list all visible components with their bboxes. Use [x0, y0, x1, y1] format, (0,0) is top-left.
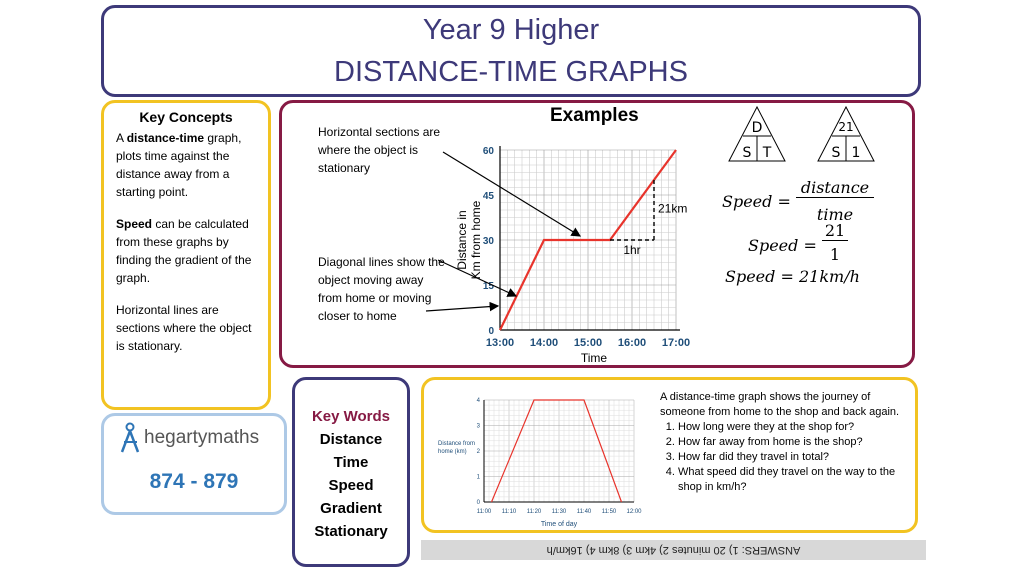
hegarty-logo-text: hegartymaths	[144, 427, 260, 448]
x-tick-label: 11:50	[602, 509, 617, 515]
key-concepts-panel: Key Concepts A distance-time graph, plot…	[101, 100, 271, 410]
answers-bar: ANSWERS: 1) 20 minutes 2) 4km 3) 8km 4) …	[421, 540, 926, 560]
p1-pre: A	[116, 131, 127, 145]
label-1hr: 1hr	[623, 243, 640, 257]
hegartymaths-panel: hegartymaths 874 - 879	[101, 413, 287, 515]
triangle-2-right: 1	[852, 145, 861, 161]
hegarty-logo-icon	[120, 422, 140, 453]
note-horizontal: Horizontal sections are where the object…	[318, 125, 441, 175]
x-tick-label: 16:00	[618, 337, 646, 349]
y-axis-title-line-2: home (km)	[438, 449, 467, 455]
title-line-1: Year 9 Higher	[422, 14, 600, 46]
y-axis-title-line-1: Distance in	[455, 210, 469, 269]
x-axis-title: Time of day	[541, 521, 578, 528]
y-tick-label: 1	[477, 475, 481, 481]
title-line-2: DISTANCE-TIME GRAPHS	[334, 56, 688, 88]
triangle-1-top: D	[752, 120, 763, 136]
title-banner: Year 9 Higher DISTANCE-TIME GRAPHS	[101, 5, 921, 97]
formula-2-num: 21	[822, 221, 848, 241]
triangle-1-left: S	[743, 145, 752, 161]
key-concepts-para-3: Horizontal lines are sections where the …	[116, 303, 252, 353]
x-tick-label: 11:30	[552, 509, 567, 515]
keyword-gradient: Gradient	[320, 500, 382, 517]
x-tick-label: 11:40	[577, 509, 592, 515]
y-axis-title: Distance in Km from home	[455, 200, 483, 279]
y-tick-label: 60	[483, 146, 495, 157]
key-words-panel: Key Words Distance Time Speed Gradient S…	[292, 377, 410, 567]
journey-chart: 11:00 11:10 11:20 11:30 11:40 11:50 12:00 0 1 2 3 4…	[438, 398, 642, 528]
y-tick-label: 15	[483, 281, 495, 292]
keyword-stationary: Stationary	[314, 523, 388, 540]
keyword-distance: Distance	[319, 431, 383, 448]
note-diagonal: Diagonal lines show the object moving aw…	[318, 255, 445, 323]
y-tick-label: 45	[483, 191, 495, 202]
distance-time-chart: 13:00 14:00 15:00 16:00 17:00 0 15 30 45 60 Time Di…	[455, 146, 690, 365]
data-line	[490, 399, 623, 503]
formula-1-num: distance	[796, 178, 874, 198]
y-tick-label: 0	[488, 326, 494, 337]
key-concepts-heading: Key Concepts	[139, 109, 233, 125]
y-tick-label: 4	[477, 398, 481, 404]
hegarty-code: 874 - 879	[149, 470, 239, 493]
triangle-2-top: 21	[838, 120, 853, 134]
x-tick-label: 12:00	[626, 509, 642, 515]
p2-bold: Speed	[116, 217, 153, 231]
triangle-2-left: S	[832, 145, 841, 161]
formula-triangles: D S T 21 S 1	[728, 105, 875, 162]
question-item-3: How far did they travel in total?	[678, 450, 910, 465]
examples-panel: Examples Horizontal sections are where t…	[279, 100, 915, 368]
formula-1-den: time	[816, 205, 854, 224]
answers-text: ANSWERS: 1) 20 minutes 2) 4km 3) 8km 4) …	[546, 544, 801, 556]
y-tick-label: 0	[477, 500, 481, 506]
label-21km: 21km	[658, 202, 687, 216]
formula-2-lhs: Speed =	[748, 236, 817, 255]
key-concepts-para-1: A distance-time graph, plots time agains…	[104, 129, 268, 201]
key-words-heading: Key Words	[311, 408, 391, 425]
x-tick-label: 13:00	[486, 337, 514, 349]
x-tick-label: 17:00	[662, 337, 690, 349]
p1-bold: distance-time	[126, 131, 205, 145]
question-item-4: What speed did they travel on the way to…	[678, 465, 910, 495]
keyword-speed: Speed	[328, 477, 374, 494]
y-tick-label: 3	[477, 424, 481, 430]
question-list: How long were they at the shop for? How …	[660, 420, 910, 495]
p2-post: can be calculated from these graphs by f…	[116, 217, 252, 285]
formula-2-den: 1	[829, 245, 841, 264]
p1-post: graph, plots time against the distance a…	[116, 131, 242, 199]
y-tick-label: 2	[477, 449, 481, 455]
x-tick-label: 15:00	[574, 337, 602, 349]
formula-1-lhs: Speed =	[722, 192, 791, 211]
question-intro: A distance-time graph shows the journey …	[660, 391, 900, 418]
question-text: A distance-time graph shows the journey …	[660, 390, 910, 495]
x-tick-label: 14:00	[530, 337, 558, 349]
x-tick-label: 11:10	[502, 509, 517, 515]
y-axis-title-line-2: Km from home	[469, 200, 483, 279]
formula-3: Speed = 21km/h	[725, 267, 860, 286]
keyword-time: Time	[333, 454, 369, 471]
x-axis-title: Time	[581, 351, 608, 365]
question-item-1: How long were they at the shop for?	[678, 420, 910, 435]
triangle-1-right: T	[762, 145, 772, 161]
x-tick-label: 11:20	[527, 509, 542, 515]
x-tick-label: 11:00	[477, 509, 492, 515]
examples-heading: Examples	[550, 105, 639, 126]
y-axis-title-line-1: Distance from	[438, 441, 475, 447]
question-item-2: How far away from home is the shop?	[678, 435, 910, 450]
y-tick-label: 30	[483, 236, 495, 247]
key-concepts-para-2: Speed can be calculated from these graph…	[104, 215, 268, 287]
data-line	[499, 149, 677, 331]
